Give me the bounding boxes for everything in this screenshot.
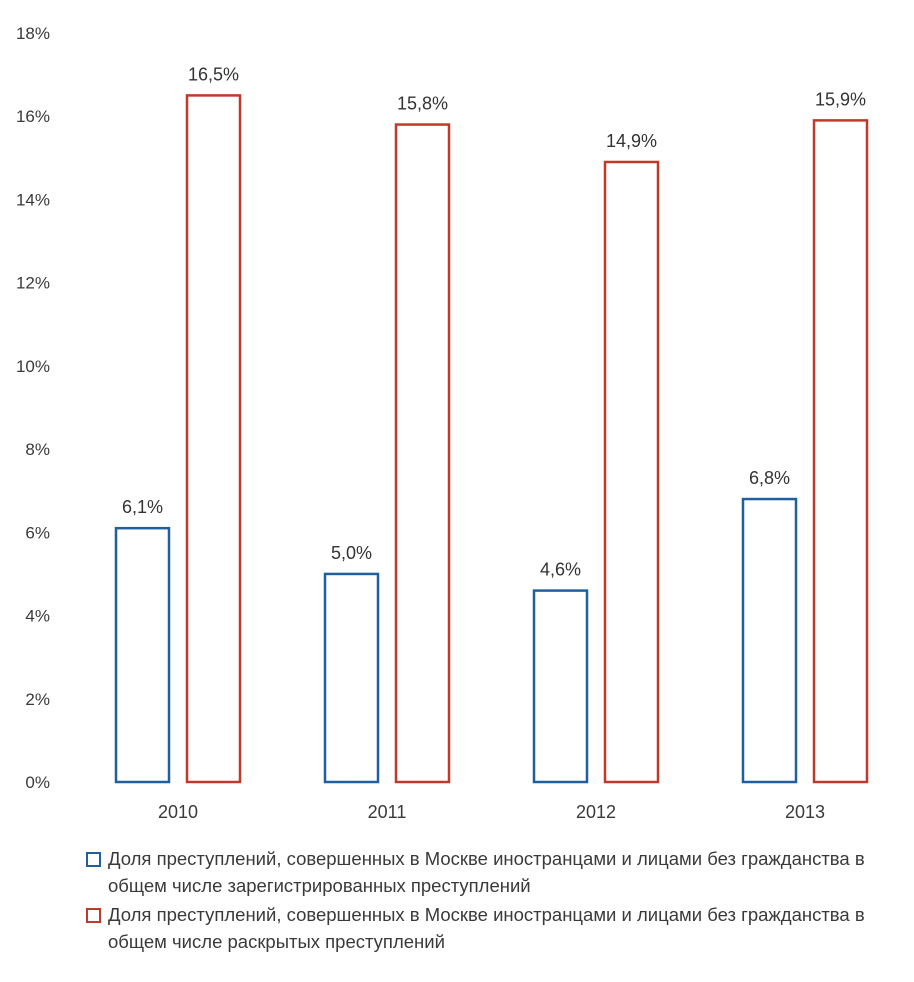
x-tick-label: 2013 <box>785 802 825 822</box>
legend-item-registered: Доля преступлений, совершенных в Москве … <box>86 845 886 899</box>
data-labels: 6,1% 16,5% 5,0% 15,8% 4,6% 14,9% 6,8% 15,9% <box>122 64 866 579</box>
bar-chart: 0% 2% 4% 6% 8% 10% 12% 14% 16% 18% 6,1% 16,5% 5,0% 1… <box>16 24 869 822</box>
y-tick-label: 6% <box>25 523 50 542</box>
x-tick-label: 2010 <box>158 802 198 822</box>
y-tick-label: 8% <box>25 440 50 459</box>
y-tick-label: 4% <box>25 607 50 626</box>
data-label: 6,1% <box>122 497 163 517</box>
data-label: 16,5% <box>188 64 239 84</box>
data-label: 4,6% <box>540 560 581 580</box>
data-label: 15,9% <box>815 89 866 109</box>
bar-solved <box>603 160 660 784</box>
legend-swatch-solved <box>86 908 101 923</box>
y-tick-label: 16% <box>16 107 50 126</box>
x-axis: 2010 2011 2012 2013 <box>158 802 825 822</box>
y-tick-label: 12% <box>16 274 50 293</box>
bars <box>114 94 869 784</box>
bar-registered <box>741 497 798 784</box>
data-label: 15,8% <box>397 94 448 114</box>
bar-registered <box>532 589 589 784</box>
y-tick-label: 10% <box>16 357 50 376</box>
bar-solved <box>812 119 869 784</box>
y-tick-label: 14% <box>16 190 50 209</box>
x-tick-label: 2011 <box>368 802 407 822</box>
bar-registered <box>114 526 171 784</box>
bar-registered <box>323 572 380 784</box>
bar-solved <box>394 123 451 784</box>
legend-label-registered: Доля преступлений, совершенных в Москве … <box>108 848 865 896</box>
y-axis: 0% 2% 4% 6% 8% 10% 12% 14% 16% 18% <box>16 24 50 792</box>
bar-solved <box>185 94 242 784</box>
data-label: 14,9% <box>606 131 657 151</box>
y-tick-label: 2% <box>25 690 50 709</box>
legend: Доля преступлений, совершенных в Москве … <box>86 845 886 957</box>
legend-swatch-registered <box>86 852 101 867</box>
data-label: 5,0% <box>331 543 372 563</box>
legend-label-solved: Доля преступлений, совершенных в Москве … <box>108 904 865 952</box>
legend-item-solved: Доля преступлений, совершенных в Москве … <box>86 901 886 955</box>
data-label: 6,8% <box>749 468 790 488</box>
y-tick-label: 0% <box>25 773 50 792</box>
x-tick-label: 2012 <box>576 802 616 822</box>
y-tick-label: 18% <box>16 24 50 43</box>
